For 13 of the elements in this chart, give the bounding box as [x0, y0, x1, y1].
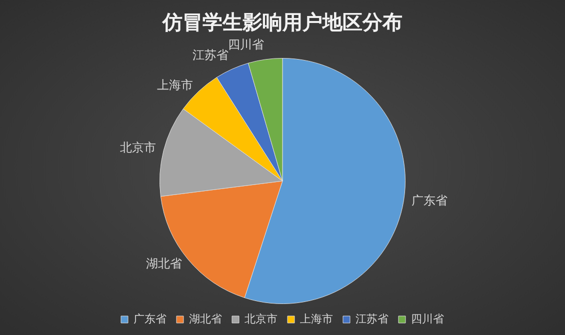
legend-label: 广东省: [134, 312, 166, 326]
legend-label: 上海市: [300, 312, 333, 326]
slice-label: 江苏省: [192, 48, 229, 62]
legend-label: 北京市: [244, 312, 278, 326]
slice-label: 上海市: [156, 78, 193, 92]
slice-label: 四川省: [228, 38, 264, 52]
legend-label: 江苏省: [356, 312, 388, 326]
legend-label: 湖北省: [189, 312, 222, 326]
slice-label: 湖北省: [146, 256, 182, 270]
legend-label: 四川省: [411, 312, 444, 326]
slice-label: 北京市: [120, 140, 156, 155]
chart-title: 仿冒学生影响用户地区分布: [162, 10, 402, 34]
slice-label: 广东省: [412, 194, 448, 208]
